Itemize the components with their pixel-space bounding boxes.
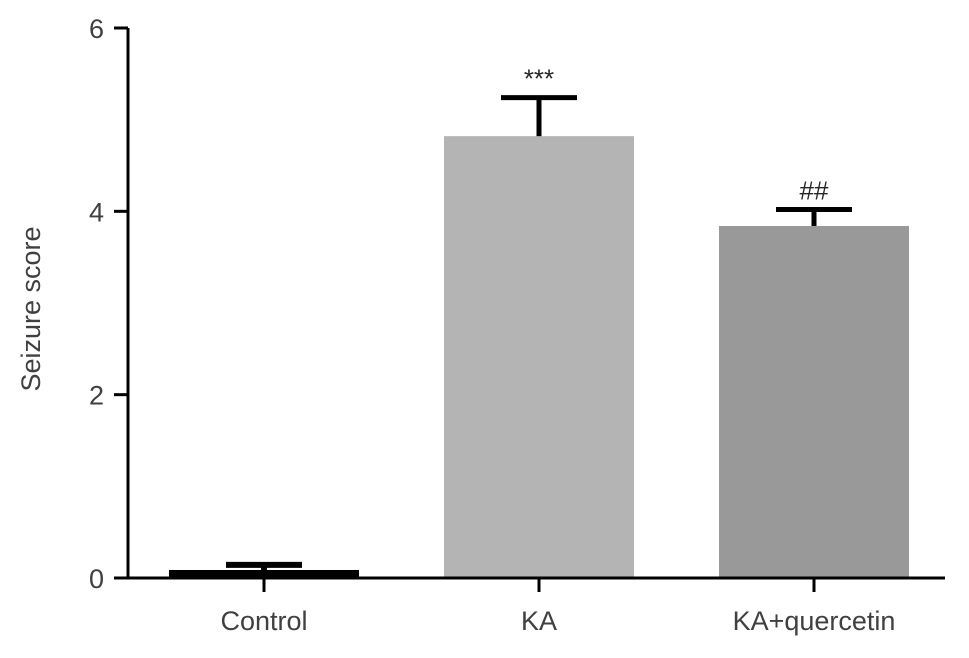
bar-ka-quercetin xyxy=(719,226,909,578)
bar-ka xyxy=(444,136,634,578)
y-tick-label-6: 6 xyxy=(89,14,104,44)
error-bar-ka xyxy=(501,95,577,137)
error-bar-ka-quercetin xyxy=(776,207,852,226)
significance-label-ka: *** xyxy=(524,64,554,94)
y-axis-title: Seizure score xyxy=(16,226,46,391)
y-tick-label-0: 0 xyxy=(89,564,104,594)
axes-layer xyxy=(114,26,945,592)
significance-label-ka-quercetin: ## xyxy=(800,176,829,206)
labels-layer: 0 2 4 6 Control KA KA+quercetin *** ## xyxy=(89,14,895,636)
y-tick-label-4: 4 xyxy=(89,197,104,227)
error-bars-layer xyxy=(226,95,852,574)
bars-layer xyxy=(169,136,909,578)
error-bar-control xyxy=(226,561,302,574)
x-tick-label-ka-quercetin: KA+quercetin xyxy=(733,606,896,636)
x-tick-label-ka: KA xyxy=(521,606,557,636)
x-tick-label-control: Control xyxy=(220,606,307,636)
y-tick-label-2: 2 xyxy=(89,381,104,411)
